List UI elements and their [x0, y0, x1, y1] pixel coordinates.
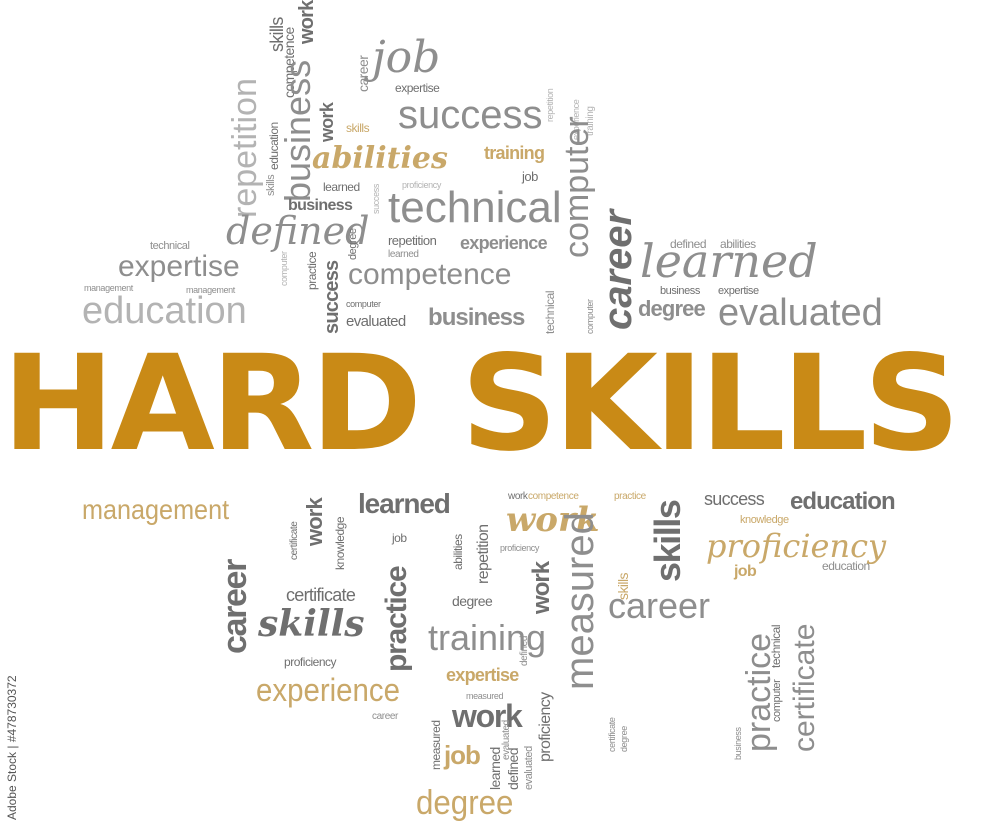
word-proficiency-tiny: proficiency	[402, 180, 442, 190]
word-success-bottom: success	[704, 489, 765, 509]
word-career-big: career	[608, 585, 711, 626]
word-certificate-vert: certificate	[788, 623, 821, 752]
word-competence-big: competence	[348, 258, 512, 291]
word-education-tiny: education	[822, 559, 870, 573]
word-evaluated-big: evaluated	[718, 292, 883, 334]
word-evaluated-vert: evaluated	[523, 746, 535, 790]
word-practice-vert: practice	[380, 566, 413, 672]
word-learned-tiny: learned	[388, 249, 419, 260]
word-repetition-bottom: repetition	[475, 524, 492, 584]
word-career-tiny: career	[372, 711, 398, 722]
word-abilities: abilities	[312, 141, 448, 176]
word-computer: computer	[558, 116, 596, 258]
word-learned-small: learned	[323, 180, 360, 194]
word-certificate-tiny2: certificate	[607, 717, 617, 752]
word-work-mid: work	[317, 102, 337, 142]
word-work-bottom: work	[302, 498, 327, 546]
word-knowledge-gold: knowledge	[740, 514, 789, 526]
word-career-bottom-vert: career	[216, 560, 254, 654]
word-competence-gold-small: competence	[528, 491, 579, 502]
word-certificate-tiny: certificate	[289, 521, 300, 560]
word-technical-vert2: technical	[769, 624, 783, 668]
word-degree-gold: degree	[416, 784, 514, 822]
word-business: business	[277, 59, 318, 202]
word-technical-small: technical	[150, 240, 190, 252]
word-abilities-small: abilities	[720, 237, 756, 251]
word-defined-tiny: defined	[519, 635, 530, 666]
word-evaluated-tiny: evaluated	[501, 720, 512, 760]
stock-watermark: Adobe Stock | #478730372	[5, 675, 19, 820]
word-training-gold: training	[484, 143, 545, 163]
word-repetition: repetition	[226, 78, 264, 218]
word-education-bottom: education	[790, 488, 896, 515]
word-expertise-gold: expertise	[446, 665, 519, 685]
word-training-big: training	[428, 617, 547, 658]
word-technical: technical	[388, 183, 562, 232]
word-abilities-bottom: abilities	[451, 534, 465, 570]
word-computer-small: computer	[346, 299, 381, 309]
word-expertise-small: expertise	[718, 285, 759, 297]
word-success: success	[398, 93, 543, 137]
word-measured-tiny: measured	[466, 691, 504, 701]
word-experience-mid: experience	[460, 233, 548, 253]
word-business-tiny: business	[733, 727, 743, 760]
word-learned-big: learned	[640, 234, 818, 288]
word-experience-gold: experience	[256, 672, 401, 708]
word-business-bold: business	[428, 304, 525, 331]
word-management-small: management	[84, 283, 133, 293]
word-education-big: education	[82, 290, 247, 332]
word-proficiency-tiny2: proficiency	[500, 543, 540, 553]
word-learned-bottom: learned	[358, 488, 451, 519]
word-work: work	[296, 0, 318, 44]
word-job-gold-bottom: job	[444, 740, 481, 770]
word-computer-tiny: computer	[279, 251, 289, 286]
word-work-bottom-bold: work	[452, 698, 523, 734]
word-work-bottom-small: work	[508, 491, 528, 502]
word-practice-gold-small: practice	[614, 491, 646, 502]
word-defined: defined	[226, 209, 370, 253]
word-skills-bold-italic: skills	[258, 603, 365, 645]
word-repetition-tiny: repetition	[545, 88, 555, 122]
word-job-bottom-small: job	[392, 531, 407, 545]
word-proficiency-vert: proficiency	[537, 692, 554, 762]
word-skills-small: skills	[265, 174, 277, 196]
hard-skills-title: HARD SKILLS	[2, 327, 960, 481]
word-business-mid: business	[288, 197, 353, 214]
word-skills-gold: skills	[346, 121, 370, 135]
word-career: career	[355, 55, 371, 92]
word-computer-vert: computer	[771, 679, 783, 722]
word-success-tiny: success	[371, 184, 381, 214]
word-proficiency-small: proficiency	[284, 655, 337, 669]
word-measured-vert: measured	[429, 720, 443, 770]
word-knowledge-small: knowledge	[333, 516, 347, 570]
word-evaluated-mid: evaluated	[346, 313, 406, 330]
word-degree-tiny: degree	[347, 228, 359, 260]
word-repetition-mid: repetition	[388, 233, 437, 248]
word-degree-tiny2: degree	[619, 726, 629, 752]
word-management-gold: management	[82, 494, 230, 525]
word-proficiency-gold: proficiency	[706, 527, 887, 565]
word-skills-bottom-big: skills	[647, 500, 688, 582]
word-job-small: job	[522, 169, 538, 184]
word-expertise: expertise	[395, 81, 440, 95]
word-expertise-big: expertise	[118, 250, 240, 283]
word-work-gold-bold: work	[506, 500, 600, 540]
word-measured-big: measured	[558, 512, 602, 690]
word-success-vert: success	[321, 260, 343, 334]
word-management-small2: management	[186, 285, 235, 295]
word-business-small: business	[660, 285, 700, 297]
word-job: job	[372, 32, 441, 83]
word-job-gold: job	[734, 563, 757, 580]
word-degree-mid: degree	[638, 296, 706, 321]
word-work-vert: work	[528, 561, 555, 614]
word-practice-tiny: practice	[305, 251, 319, 290]
word-career-bold: career	[596, 209, 640, 330]
word-degree-bottom-small: degree	[452, 593, 493, 609]
word-certificate-mid: certificate	[286, 585, 356, 605]
word-defined-small: defined	[670, 237, 707, 251]
